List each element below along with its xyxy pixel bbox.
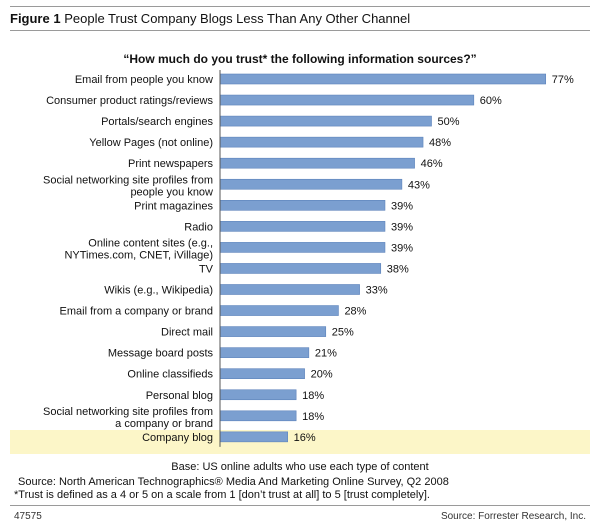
category-label: Direct mail bbox=[161, 327, 213, 339]
bar bbox=[219, 305, 339, 316]
category-label: Portals/search engines bbox=[101, 116, 213, 128]
category-label: Radio bbox=[184, 221, 213, 233]
value-label: 16% bbox=[294, 432, 316, 444]
bar bbox=[219, 242, 386, 253]
value-label: 39% bbox=[391, 200, 413, 212]
value-label: 60% bbox=[480, 95, 502, 107]
base-note: Base: US online adults who use each type… bbox=[171, 461, 429, 473]
bar bbox=[219, 178, 403, 190]
value-label: 18% bbox=[302, 411, 324, 423]
value-label: 43% bbox=[408, 179, 430, 191]
value-label: 50% bbox=[438, 116, 460, 128]
survey-source-note: Source: North American Technographics® M… bbox=[18, 476, 449, 488]
figure-id: 47575 bbox=[14, 511, 42, 522]
value-label: 38% bbox=[387, 263, 409, 275]
trust-definition-note: *Trust is defined as a 4 or 5 on a scale… bbox=[14, 489, 430, 501]
bar bbox=[219, 200, 386, 211]
category-label: Print magazines bbox=[134, 200, 213, 212]
value-label: 46% bbox=[421, 158, 443, 170]
bar bbox=[219, 136, 424, 148]
category-label: Personal blog bbox=[146, 390, 213, 402]
bar bbox=[219, 389, 297, 401]
category-label: Print newspapers bbox=[128, 158, 213, 170]
value-label: 77% bbox=[552, 74, 574, 86]
title-rule bbox=[10, 30, 590, 31]
category-label: Company blog bbox=[142, 432, 213, 444]
bar bbox=[219, 94, 475, 106]
category-label: Email from people you know bbox=[75, 74, 213, 86]
footer-source: Source: Forrester Research, Inc. bbox=[440, 511, 586, 522]
figure-label: Figure 1 bbox=[10, 11, 61, 26]
category-label: Message board posts bbox=[108, 348, 214, 360]
value-label: 18% bbox=[302, 390, 324, 402]
bar bbox=[219, 368, 305, 380]
category-label: Wikis (e.g., Wikipedia) bbox=[104, 285, 213, 297]
bar bbox=[219, 410, 297, 422]
value-label: 39% bbox=[391, 221, 413, 233]
bar bbox=[219, 157, 415, 169]
category-label: Email from a company or brand bbox=[60, 306, 213, 318]
bottom-rule bbox=[10, 505, 590, 506]
category-label: TV bbox=[199, 263, 214, 275]
category-label: Online classifieds bbox=[127, 369, 213, 381]
value-label: 39% bbox=[391, 242, 413, 254]
value-label: 28% bbox=[344, 306, 366, 318]
bar bbox=[219, 263, 382, 274]
bar-chart: Email from people you know 77% Consumer pr… bbox=[43, 70, 574, 447]
figure-title-text: People Trust Company Blogs Less Than Any… bbox=[64, 11, 411, 26]
bar bbox=[219, 73, 547, 85]
company-blog-highlight bbox=[10, 430, 590, 454]
value-label: 33% bbox=[366, 285, 388, 297]
figure-title: Figure 1 People Trust Company Blogs Less… bbox=[10, 11, 410, 26]
bar bbox=[219, 115, 432, 127]
category-label: Social networking site profiles from peop… bbox=[43, 174, 213, 198]
top-rule bbox=[10, 6, 590, 7]
value-label: 25% bbox=[332, 327, 354, 339]
category-label: Consumer product ratings/reviews bbox=[46, 95, 213, 107]
bar bbox=[219, 221, 386, 232]
bar bbox=[219, 326, 327, 337]
value-label: 20% bbox=[311, 369, 333, 381]
bar bbox=[219, 431, 288, 443]
bar bbox=[219, 347, 310, 358]
value-label: 48% bbox=[429, 137, 451, 149]
chart-question: “How much do you trust* the following in… bbox=[123, 52, 477, 66]
bar bbox=[219, 284, 360, 295]
category-label: Yellow Pages (not online) bbox=[89, 137, 213, 149]
category-label: Online content sites (e.g., NYTimes.com, … bbox=[64, 237, 213, 261]
category-label: Social networking site profiles from a co… bbox=[43, 406, 213, 430]
value-label: 21% bbox=[315, 348, 337, 360]
